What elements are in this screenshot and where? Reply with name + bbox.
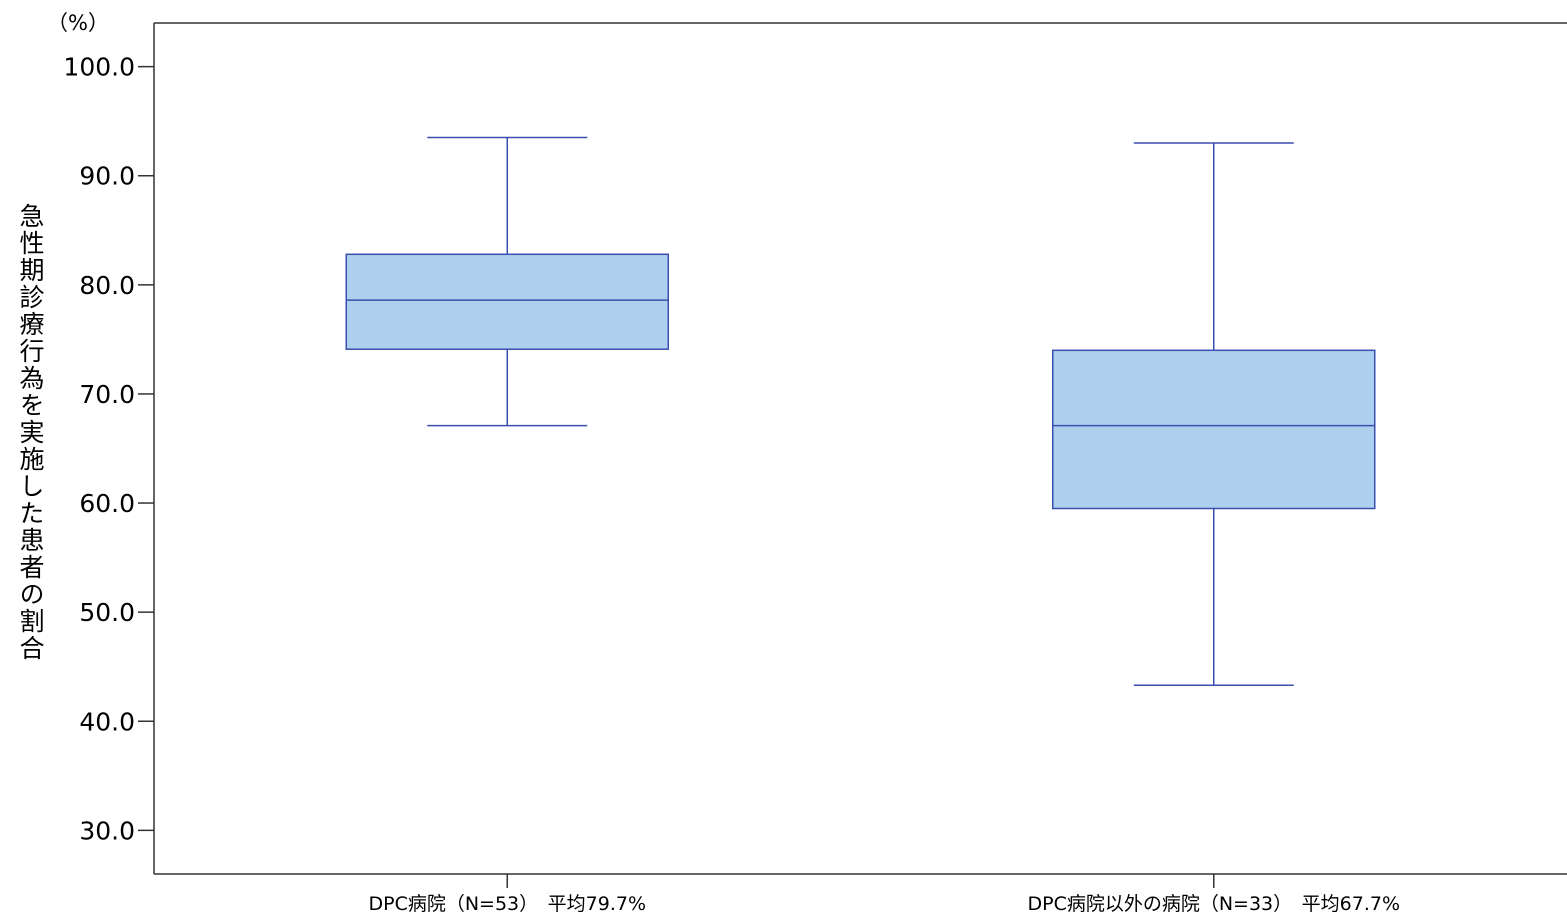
category-labels: DPC病院（N=53） 平均79.7% DPC病院以外の病院（N=33） 平均67…	[368, 874, 1400, 915]
box-group	[1052, 142, 1376, 687]
y-tick-label: 40.0	[79, 707, 135, 736]
y-tick-label: 50.0	[79, 598, 135, 627]
category-label: DPC病院（N=53） 平均79.7%	[368, 893, 646, 915]
category-label: DPC病院以外の病院（N=33） 平均67.7%	[1027, 893, 1400, 915]
y-tick-label: 100.0	[63, 53, 135, 82]
y-tick-label: 30.0	[79, 816, 135, 845]
y-tick-label: 80.0	[79, 271, 135, 300]
y-axis-ticks: 30.0 40.0 50.0 60.0 70.0 80.0 90.0 100.0	[63, 53, 154, 845]
y-tick-label: 90.0	[79, 162, 135, 191]
y-axis-title: 急性期診療行為を実施した患者の割合	[16, 203, 45, 662]
y-tick-label: 60.0	[79, 489, 135, 518]
iqr-box	[345, 253, 669, 350]
plot-axes	[153, 22, 1567, 875]
box-group	[345, 136, 669, 427]
iqr-box	[1052, 349, 1376, 510]
box-series	[345, 136, 1376, 687]
y-unit-label: （%）	[47, 11, 109, 35]
y-tick-label: 70.0	[79, 380, 135, 409]
